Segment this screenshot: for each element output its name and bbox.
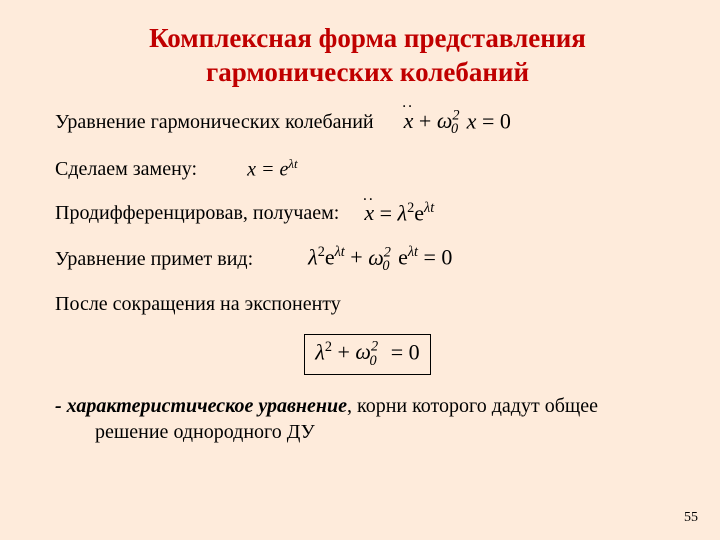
row-substitution: Сделаем замену: х = еλt [55,156,680,182]
equation-differentiated: .. x = λ2eλt [364,200,434,226]
omega0-squared: ω20 [437,108,467,133]
label-substitution: Сделаем замену: [55,158,197,181]
equation-full: λ2eλt + ω20eλt = 0 [308,244,452,275]
slide-title: Комплексная форма представления гармонич… [55,22,680,90]
title-line-1: Комплексная форма представления [149,23,586,53]
substitution-expr: х = еλt [247,156,298,182]
characteristic-equation-box: λ2 + ω20 = 0 [304,334,430,375]
footer-rest-2: решение однородного ДУ [95,419,680,445]
row-after-reduction: После сокращения на экспоненту [55,293,680,316]
footer-rest-1: , корни которого дадут общее [347,395,598,417]
equation-harmonic: .. x + ω20x = 0 [404,108,511,139]
row-equation-label-1: Уравнение гармонических колебаний .. x +… [55,108,680,139]
ddot-icon: .. [403,99,415,107]
x-double-dot-2: .. x [364,200,374,226]
label-harmonic-eq: Уравнение гармонических колебаний [55,111,374,134]
footer-lead: - характеристическое уравнение [55,395,347,417]
slide: Комплексная форма представления гармонич… [0,0,720,540]
label-after-reduction: После сокращения на экспоненту [55,293,341,316]
x-double-dot: .. x [404,108,414,134]
label-differentiated: Продифференцировав, получаем: [55,202,339,225]
boxed-equation-row: λ2 + ω20 = 0 [55,334,680,375]
ddot-icon: .. [363,192,375,200]
footer-description: - характеристическое уравнение, корни ко… [55,393,680,445]
row-equation-form: Уравнение примет вид: λ2eλt + ω20eλt = 0 [55,244,680,275]
row-differentiated: Продифференцировав, получаем: .. x = λ2e… [55,200,680,226]
label-equation-form: Уравнение примет вид: [55,248,253,271]
title-line-2: гармонических колебаний [206,57,529,87]
page-number: 55 [684,510,698,526]
